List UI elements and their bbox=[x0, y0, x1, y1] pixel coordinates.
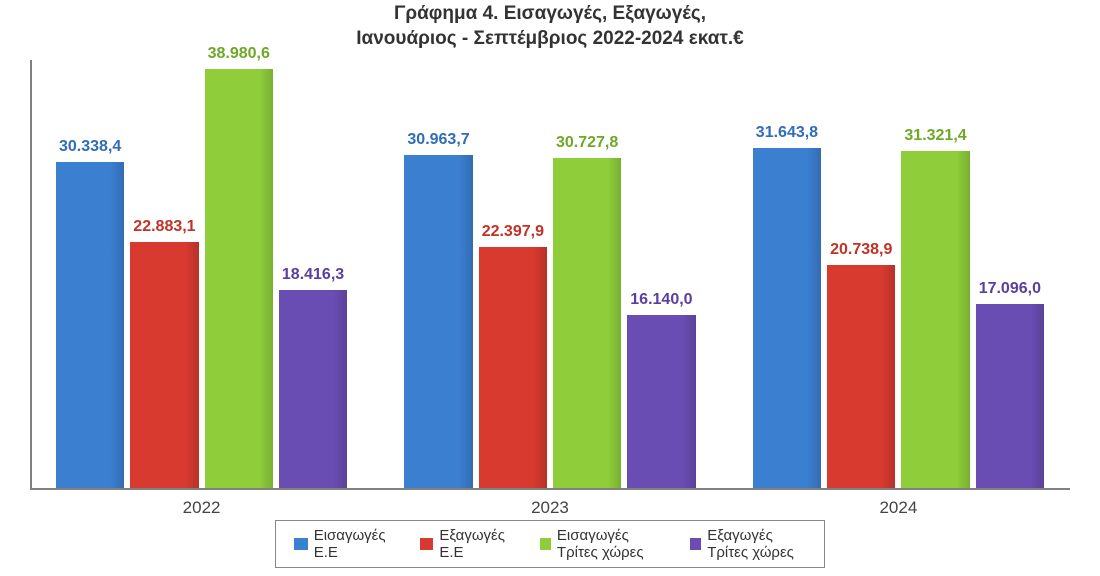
bar-exports_eu: 22.397,9 bbox=[479, 247, 547, 488]
bar-exports_third: 17.096,0 bbox=[976, 304, 1044, 488]
bar-value-label: 30.963,7 bbox=[407, 131, 469, 149]
bar-exports_third: 18.416,3 bbox=[279, 290, 347, 488]
bar-imports_third: 31.321,4 bbox=[901, 151, 969, 488]
plot-area: 30.338,422.883,138.980,618.416,3202230.9… bbox=[30, 60, 1070, 490]
bar-value-label: 17.096,0 bbox=[979, 280, 1041, 298]
legend-item-imports_third: Εισαγωγές Τρίτες χώρες bbox=[540, 527, 660, 561]
bar-value-label: 31.643,8 bbox=[756, 124, 818, 142]
category-label: 2022 bbox=[56, 498, 347, 518]
bar-group: 31.643,820.738,931.321,417.096,02024 bbox=[753, 58, 1044, 488]
legend-item-exports_eu: Εξαγωγές Ε.Ε bbox=[420, 527, 510, 561]
bar-value-label: 38.980,6 bbox=[208, 45, 270, 63]
bar-value-label: 31.321,4 bbox=[904, 127, 966, 145]
bar-imports_eu: 31.643,8 bbox=[753, 148, 821, 488]
legend-label: Εξαγωγές Τρίτες χώρες bbox=[707, 527, 806, 561]
legend-swatch-icon bbox=[294, 538, 308, 550]
bar-value-label: 22.397,9 bbox=[482, 223, 544, 241]
bar-imports_third: 38.980,6 bbox=[205, 69, 273, 488]
chart-title: Γράφημα 4. Εισαγωγές, Εξαγωγές, Ιανουάρι… bbox=[0, 2, 1100, 51]
bar-imports_third: 30.727,8 bbox=[553, 158, 621, 488]
bar-imports_eu: 30.963,7 bbox=[404, 155, 472, 488]
title-line-2: Ιανουάριος - Σεπτέμβριος 2022-2024 εκατ.… bbox=[0, 27, 1100, 52]
legend-swatch-icon bbox=[690, 538, 701, 550]
bar-exports_third: 16.140,0 bbox=[627, 315, 695, 489]
bar-value-label: 16.140,0 bbox=[630, 291, 692, 309]
legend-item-imports_eu: Εισαγωγές Ε.Ε bbox=[294, 527, 390, 561]
legend-label: Εισαγωγές Τρίτες χώρες bbox=[557, 527, 660, 561]
chart-container: Γράφημα 4. Εισαγωγές, Εξαγωγές, Ιανουάρι… bbox=[0, 0, 1100, 576]
bar-value-label: 22.883,1 bbox=[133, 218, 195, 236]
category-label: 2024 bbox=[753, 498, 1044, 518]
legend-swatch-icon bbox=[540, 538, 551, 550]
bar-value-label: 30.338,4 bbox=[59, 138, 121, 156]
legend: Εισαγωγές Ε.Ε Εξαγωγές Ε.Ε Εισαγωγές Τρίτε… bbox=[275, 520, 825, 568]
bar-value-label: 20.738,9 bbox=[830, 241, 892, 259]
title-line-1: Γράφημα 4. Εισαγωγές, Εξαγωγές, bbox=[0, 2, 1100, 27]
bar-group: 30.338,422.883,138.980,618.416,32022 bbox=[56, 58, 347, 488]
x-axis-line bbox=[30, 488, 1070, 490]
bar-imports_eu: 30.338,4 bbox=[56, 162, 124, 488]
legend-item-exports_third: Εξαγωγές Τρίτες χώρες bbox=[690, 527, 806, 561]
bar-value-label: 30.727,8 bbox=[556, 134, 618, 152]
legend-label: Εισαγωγές Ε.Ε bbox=[314, 527, 390, 561]
category-label: 2023 bbox=[404, 498, 695, 518]
bar-exports_eu: 20.738,9 bbox=[827, 265, 895, 488]
legend-label: Εξαγωγές Ε.Ε bbox=[439, 527, 509, 561]
legend-swatch-icon bbox=[420, 538, 433, 550]
bar-group: 30.963,722.397,930.727,816.140,02023 bbox=[404, 58, 695, 488]
y-axis-line bbox=[30, 60, 32, 490]
bar-value-label: 18.416,3 bbox=[282, 266, 344, 284]
bar-exports_eu: 22.883,1 bbox=[130, 242, 198, 488]
